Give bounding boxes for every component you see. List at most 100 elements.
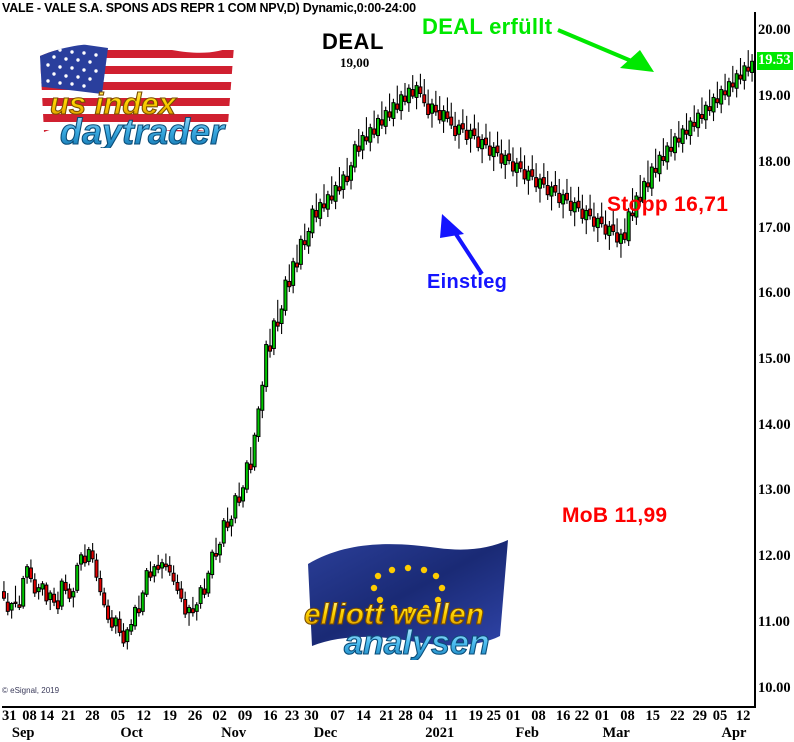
date-axis: 31 Sep 08 14 21 28 05 Oct 12 19 26 02 Nov 09 16 23 30 Dec… xyxy=(0,709,760,742)
candlestick xyxy=(487,145,492,156)
candlestick xyxy=(696,112,701,129)
candlestick xyxy=(190,608,195,614)
plot-frame xyxy=(2,12,756,708)
candlestick xyxy=(179,588,184,599)
price-tick: 11.00 xyxy=(758,613,790,630)
price-tick: 14.00 xyxy=(758,416,791,433)
candlestick xyxy=(268,345,273,352)
candlestick xyxy=(36,587,41,593)
candlestick xyxy=(669,146,674,152)
candlestick xyxy=(495,145,500,154)
candlestick xyxy=(626,211,631,242)
candlestick xyxy=(48,592,53,601)
candlestick xyxy=(464,129,469,141)
candlestick xyxy=(306,231,311,247)
candlestick xyxy=(599,216,604,225)
date-tick-month: Feb xyxy=(515,725,539,741)
candlestick xyxy=(248,463,253,470)
date-tick-day: 09 xyxy=(237,708,253,724)
candlestick xyxy=(730,82,735,88)
candlestick xyxy=(441,110,446,122)
date-tick-month: Dec xyxy=(313,725,338,741)
candlestick xyxy=(160,562,165,569)
candlestick xyxy=(156,564,161,570)
candlestick xyxy=(283,279,288,311)
candlestick xyxy=(109,617,114,628)
deal-fulfilled-arrow xyxy=(557,28,654,72)
date-tick-day: 08 xyxy=(620,708,635,724)
candlestick xyxy=(167,564,172,573)
candlestick xyxy=(82,555,87,564)
candlestick xyxy=(468,129,473,139)
candlestick xyxy=(17,604,22,608)
date-tick-day: 21 xyxy=(379,708,394,724)
candlestick xyxy=(318,202,323,219)
candlestick xyxy=(94,559,99,578)
price-axis: 20.00 19.00 18.00 17.00 16.00 15.00 14.00 13.00… xyxy=(757,12,794,708)
entry-arrow xyxy=(440,214,484,276)
candlestick xyxy=(376,117,380,137)
candlestick xyxy=(171,572,176,582)
candlestick xyxy=(684,129,689,135)
logo-us-index-daytrader: us index daytrader xyxy=(22,28,268,148)
date-tick-day: 08 xyxy=(531,708,546,724)
candlestick xyxy=(387,111,392,118)
candlestick xyxy=(349,165,354,181)
candlestick xyxy=(295,262,300,268)
candlestick xyxy=(618,233,623,244)
candlestick xyxy=(534,177,539,188)
candlestick xyxy=(133,606,138,627)
candlestick xyxy=(591,216,596,227)
candlestick xyxy=(615,232,620,243)
candlestick xyxy=(472,128,477,137)
candlestick xyxy=(518,161,523,169)
chart-title: VALE - VALE S.A. SPONS ADS REPR 1 COM NP… xyxy=(2,1,416,15)
candlestick-series xyxy=(2,50,754,650)
candlestick xyxy=(688,120,693,137)
candlestick xyxy=(341,174,346,190)
date-tick-day: 28 xyxy=(398,708,413,724)
candlestick xyxy=(106,605,111,620)
date-tick-day: 22 xyxy=(670,708,685,724)
price-tick: 20.00 xyxy=(758,22,791,39)
candlestick xyxy=(406,87,411,104)
candlestick xyxy=(229,518,234,527)
candlestick xyxy=(364,136,369,142)
date-tick-day: 22 xyxy=(574,708,590,724)
eu-flag-icon xyxy=(308,540,508,646)
candlestick xyxy=(117,618,122,633)
candlestick xyxy=(395,103,400,110)
candlestick xyxy=(537,178,542,189)
candlestick xyxy=(572,202,577,213)
date-tick-day: 23 xyxy=(284,708,300,724)
candlestick xyxy=(345,175,350,183)
candlestick xyxy=(391,102,396,119)
candlestick xyxy=(576,200,581,209)
candlestick xyxy=(244,462,249,490)
candlestick xyxy=(422,94,427,104)
candlestick xyxy=(595,217,600,229)
candlestick xyxy=(271,320,276,349)
candlestick xyxy=(530,169,535,177)
candlestick xyxy=(665,145,670,163)
candlestick xyxy=(310,208,315,234)
candlestick xyxy=(125,629,130,643)
candlestick xyxy=(225,521,230,528)
candlestick xyxy=(456,124,461,135)
logo-line1: us index xyxy=(50,86,178,121)
candlestick xyxy=(279,308,284,325)
annotation-entry: Einstieg xyxy=(427,271,508,293)
price-tick: 12.00 xyxy=(758,548,791,565)
candlestick xyxy=(252,434,257,468)
candlestick xyxy=(510,161,515,172)
annotation-mob: MoB 11,99 xyxy=(562,504,668,527)
candlestick xyxy=(480,139,485,150)
candlestick xyxy=(522,169,527,180)
date-tick-day: 12 xyxy=(735,708,751,724)
candlestick xyxy=(541,177,546,185)
candlestick xyxy=(237,496,242,503)
candlestick xyxy=(75,564,80,591)
candlestick xyxy=(676,137,681,143)
candlestick xyxy=(352,144,357,168)
candlestick xyxy=(645,182,650,188)
